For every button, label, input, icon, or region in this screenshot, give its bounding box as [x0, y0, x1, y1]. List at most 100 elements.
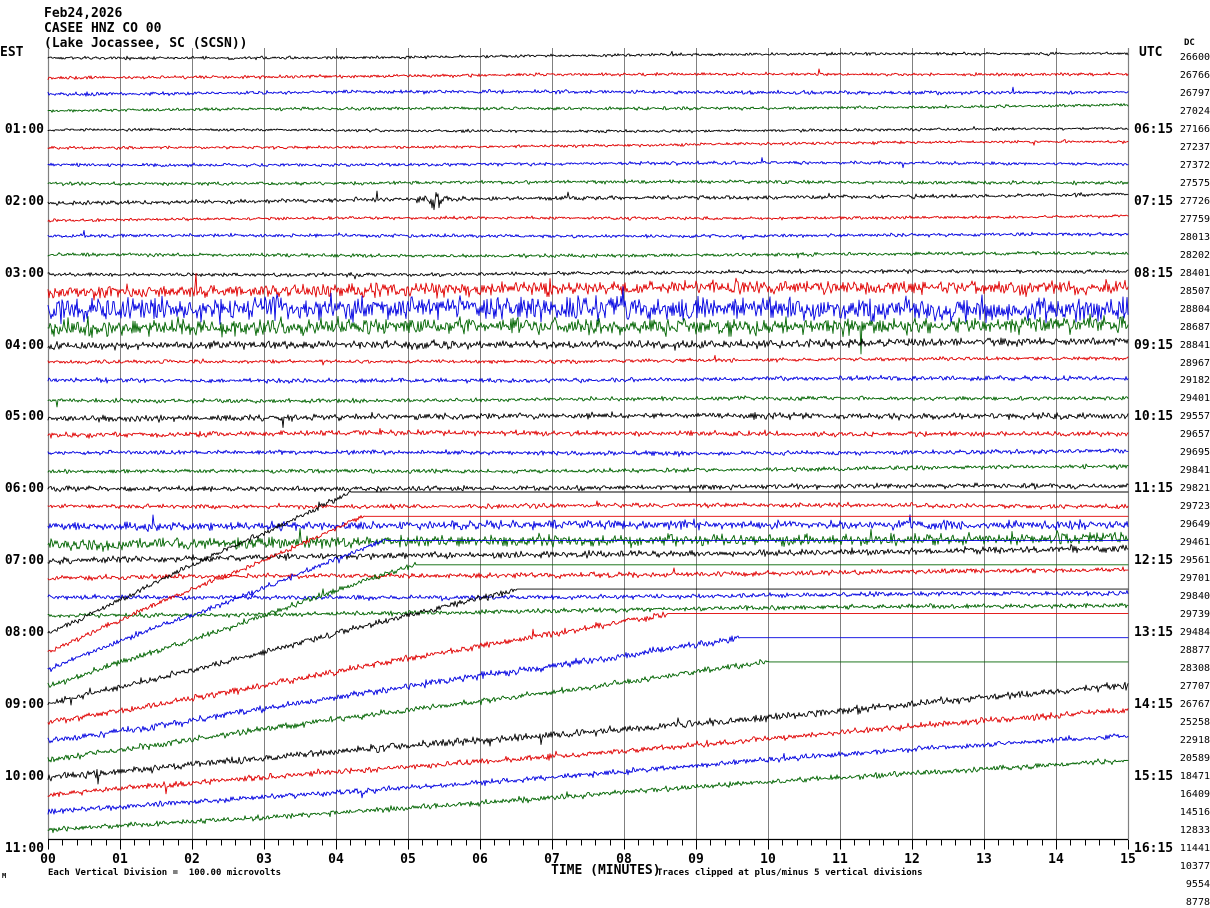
dc-value: 12833	[1179, 824, 1210, 836]
dc-value: 29182	[1179, 375, 1210, 387]
right-time-label: 07:15	[1134, 193, 1174, 209]
x-tick-label: 06	[472, 852, 488, 867]
trace-line[interactable]	[47, 214, 1129, 223]
dc-value: 28202	[1179, 249, 1210, 261]
trace-line[interactable]	[47, 514, 1129, 532]
dc-value: 28967	[1179, 357, 1210, 369]
dc-value: 29461	[1179, 537, 1210, 549]
dc-value: 18471	[1179, 770, 1210, 782]
left-time-label: 05:00	[4, 409, 44, 425]
right-time-label: 15:15	[1134, 768, 1174, 784]
dc-value: 29701	[1179, 573, 1210, 585]
trace-line[interactable]	[47, 588, 1129, 706]
trace-line[interactable]	[47, 313, 1129, 355]
dc-value: 26797	[1179, 87, 1210, 99]
trace-line[interactable]	[47, 126, 1129, 134]
dc-value: 29841	[1179, 465, 1210, 477]
dc-value: 27372	[1179, 159, 1210, 171]
dc-value: 27166	[1179, 123, 1210, 135]
trace-line[interactable]	[47, 251, 1129, 259]
trace-line[interactable]	[47, 86, 1129, 97]
right-time-label: 10:15	[1134, 409, 1174, 425]
trace-line[interactable]	[47, 337, 1129, 351]
trace-line[interactable]	[47, 463, 1129, 475]
x-tick-label: 07	[544, 852, 560, 867]
left-time-label: 09:00	[4, 697, 44, 713]
dc-value: 29723	[1179, 501, 1210, 513]
trace-line[interactable]	[47, 538, 1129, 673]
left-time-label: 11:00	[4, 840, 44, 856]
trace-line[interactable]	[47, 590, 1129, 602]
x-tick-label: 08	[616, 852, 632, 867]
left-time-label: 01:00	[4, 121, 44, 137]
trace-line[interactable]	[47, 681, 1129, 785]
dc-value: 28013	[1179, 231, 1210, 243]
dc-value: 29695	[1179, 447, 1210, 459]
trace-line[interactable]	[47, 428, 1129, 439]
trace-line[interactable]	[47, 561, 1129, 688]
dc-value: 26600	[1179, 51, 1210, 63]
dc-value: 26767	[1179, 699, 1210, 711]
x-tick-label: 14	[1048, 852, 1064, 867]
dc-value: 28401	[1179, 267, 1210, 279]
trace-line[interactable]	[47, 157, 1129, 169]
trace-line[interactable]	[47, 286, 1129, 325]
trace-line[interactable]	[47, 139, 1129, 150]
trace-line[interactable]	[47, 635, 1129, 744]
trace-line[interactable]	[47, 268, 1129, 280]
dc-value: 22918	[1179, 735, 1210, 747]
trace-line[interactable]	[47, 374, 1129, 384]
trace-line[interactable]	[47, 179, 1129, 187]
trace-line[interactable]	[47, 448, 1129, 457]
dc-value: 9554	[1185, 878, 1210, 890]
trace-line[interactable]	[47, 544, 1129, 565]
trace-line[interactable]	[47, 230, 1129, 240]
dc-value: 28308	[1179, 663, 1210, 675]
x-tick-label: 15	[1120, 852, 1136, 867]
dc-value: 16409	[1179, 788, 1210, 800]
trace-line[interactable]	[47, 659, 1129, 763]
right-time-label: 14:15	[1134, 697, 1174, 713]
right-time-label: 16:15	[1134, 840, 1174, 856]
left-time-label: 10:00	[4, 768, 44, 784]
clip-note: Traces clipped at plus/minus 5 vertical …	[657, 868, 923, 878]
right-time-label: 09:15	[1134, 337, 1174, 353]
seismogram-canvas	[47, 48, 1130, 850]
x-tick-label: 13	[976, 852, 992, 867]
trace-line[interactable]	[47, 515, 1129, 653]
trace-line[interactable]	[47, 273, 1129, 301]
dc-value: 10377	[1179, 860, 1210, 872]
dc-value: 27759	[1179, 213, 1210, 225]
trace-line[interactable]	[47, 758, 1129, 834]
trace-line[interactable]	[47, 566, 1129, 581]
x-tick-label: 05	[400, 852, 416, 867]
dc-value: 27024	[1179, 105, 1210, 117]
trace-line[interactable]	[47, 733, 1129, 815]
trace-line[interactable]	[47, 190, 1129, 211]
x-tick-label: 00	[40, 852, 56, 867]
trace-line[interactable]	[47, 708, 1129, 798]
trace-line[interactable]	[47, 354, 1129, 366]
dc-value: 28687	[1179, 321, 1210, 333]
dc-value: 27726	[1179, 195, 1210, 207]
header-channel: CASEE HNZ CO 00	[44, 21, 162, 36]
dc-value: 28877	[1179, 645, 1210, 657]
x-tick-label: 02	[184, 852, 200, 867]
trace-line[interactable]	[47, 611, 1129, 725]
trace-line[interactable]	[47, 490, 1129, 634]
trace-line[interactable]	[47, 500, 1129, 510]
trace-line[interactable]	[47, 411, 1129, 429]
trace-line[interactable]	[47, 103, 1129, 113]
trace-line[interactable]	[47, 50, 1129, 61]
dc-value: 20589	[1179, 753, 1210, 764]
dc-value: 8778	[1185, 896, 1210, 908]
trace-line[interactable]	[47, 395, 1129, 408]
right-axis-label: UTC	[1139, 45, 1163, 60]
seismogram-plot[interactable]	[47, 48, 1130, 850]
trace-line[interactable]	[47, 482, 1129, 493]
trace-line[interactable]	[47, 527, 1129, 552]
trace-line[interactable]	[47, 68, 1129, 80]
right-time-label: 12:15	[1134, 553, 1174, 569]
trace-line[interactable]	[47, 602, 1129, 619]
dc-value: 29561	[1179, 555, 1210, 567]
